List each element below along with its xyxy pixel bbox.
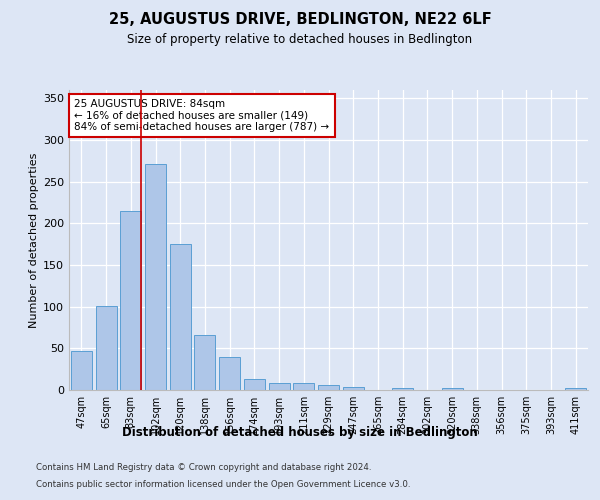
Bar — [293, 384, 314, 390]
Text: Contains HM Land Registry data © Crown copyright and database right 2024.: Contains HM Land Registry data © Crown c… — [36, 462, 371, 471]
Bar — [95, 306, 116, 390]
Bar — [219, 356, 240, 390]
Text: Contains public sector information licensed under the Open Government Licence v3: Contains public sector information licen… — [36, 480, 410, 489]
Bar — [244, 379, 265, 390]
Bar — [343, 386, 364, 390]
Text: 25 AUGUSTUS DRIVE: 84sqm
← 16% of detached houses are smaller (149)
84% of semi-: 25 AUGUSTUS DRIVE: 84sqm ← 16% of detach… — [74, 99, 329, 132]
Bar — [120, 211, 141, 390]
Bar — [318, 385, 339, 390]
Bar — [392, 388, 413, 390]
Bar — [145, 164, 166, 390]
Bar — [170, 244, 191, 390]
Bar — [565, 388, 586, 390]
Text: Size of property relative to detached houses in Bedlington: Size of property relative to detached ho… — [127, 32, 473, 46]
Bar — [71, 351, 92, 390]
Text: 25, AUGUSTUS DRIVE, BEDLINGTON, NE22 6LF: 25, AUGUSTUS DRIVE, BEDLINGTON, NE22 6LF — [109, 12, 491, 28]
Bar — [269, 384, 290, 390]
Text: Distribution of detached houses by size in Bedlington: Distribution of detached houses by size … — [122, 426, 478, 439]
Bar — [442, 388, 463, 390]
Bar — [194, 335, 215, 390]
Y-axis label: Number of detached properties: Number of detached properties — [29, 152, 39, 328]
